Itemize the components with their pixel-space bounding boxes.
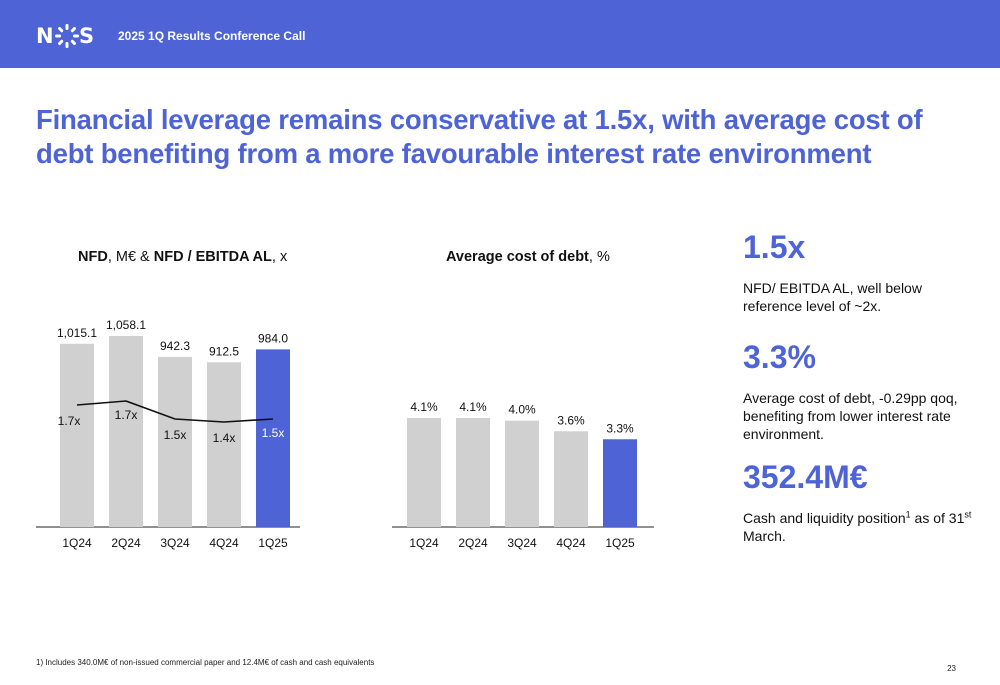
chart1-bar bbox=[60, 343, 94, 527]
page-number: 23 bbox=[947, 664, 956, 673]
kpi-liquidity-desc-end: March. bbox=[743, 528, 786, 544]
chart1-x-tick: 4Q24 bbox=[209, 536, 239, 550]
deck-title: 2025 1Q Results Conference Call bbox=[118, 29, 306, 43]
footnote-ref: 1 bbox=[905, 509, 911, 520]
chart1-bar bbox=[207, 362, 241, 527]
chart1-x-tick: 1Q25 bbox=[258, 536, 288, 550]
chart2-bar-label: 4.1% bbox=[459, 400, 487, 414]
chart2-x-tick: 4Q24 bbox=[556, 536, 586, 550]
kpi-leverage-desc: NFD/ EBITDA AL, well below reference lev… bbox=[743, 280, 922, 314]
chart1-title-nfd: NFD bbox=[78, 249, 108, 265]
ordinal-suffix: st bbox=[964, 509, 972, 520]
kpi-cost-of-debt-value: 3.3% bbox=[743, 339, 816, 375]
chart1-ratio-label: 1.7x bbox=[115, 408, 138, 422]
chart2-x-tick: 2Q24 bbox=[458, 536, 488, 550]
chart1-ratio-line bbox=[76, 400, 274, 423]
chart1-title-unit-1: , M€ & bbox=[107, 249, 154, 265]
chart2-bar bbox=[603, 439, 637, 527]
chart1-x-tick: 1Q24 bbox=[62, 536, 92, 550]
footnote: 1) Includes 340.0M€ of non-issued commer… bbox=[36, 658, 375, 667]
kpi-leverage: 1.5x NFD/ EBITDA AL, well below referenc… bbox=[743, 228, 983, 315]
top-bar: N S 2025 1Q Results Conference Call bbox=[0, 0, 1000, 68]
chart1-bar-label: 942.3 bbox=[160, 339, 190, 353]
logo-letter-n: N bbox=[36, 24, 54, 48]
chart1-ratio-label: 1.4x bbox=[213, 431, 236, 445]
chart1-bar bbox=[158, 356, 192, 527]
chart2-title: Average cost of debt, % bbox=[446, 249, 610, 265]
kpi-cost-of-debt: 3.3% Average cost of debt, -0.29pp qoq, … bbox=[743, 338, 983, 443]
kpi-cost-of-debt-desc: Average cost of debt, -0.29pp qoq, benef… bbox=[743, 390, 958, 442]
chart1-x-tick: 2Q24 bbox=[111, 536, 141, 550]
chart1-title-unit-2: , x bbox=[271, 249, 288, 265]
chart2-title-main: Average cost of debt bbox=[446, 249, 589, 265]
chart2-bar bbox=[456, 418, 490, 527]
chart1-bar bbox=[256, 349, 290, 527]
kpi-leverage-value: 1.5x bbox=[743, 229, 806, 265]
chart2-bar bbox=[554, 431, 588, 527]
chart1-title: NFD, M€ & NFD / EBITDA AL, x bbox=[78, 249, 287, 265]
chart1-bar-label: 1,058.1 bbox=[106, 318, 146, 332]
chart1-ratio-label: 1.5x bbox=[262, 426, 285, 440]
chart1-bar-label: 984.0 bbox=[258, 331, 288, 345]
chart2-title-unit: , % bbox=[588, 249, 610, 265]
nos-logo: N S bbox=[36, 24, 100, 48]
chart2-bar bbox=[407, 418, 441, 527]
chart2-x-tick: 1Q24 bbox=[409, 536, 439, 550]
kpi-liquidity-desc-start: Cash and liquidity position bbox=[743, 510, 906, 526]
chart2-bar-label: 3.3% bbox=[606, 421, 634, 435]
kpi-liquidity-value: 352.4M€ bbox=[743, 459, 868, 495]
chart1-bar-label: 912.5 bbox=[209, 344, 239, 358]
kpi-liquidity-desc-mid: as of 31 bbox=[910, 510, 965, 526]
chart2-bar-label: 4.1% bbox=[410, 400, 438, 414]
chart1-ratio-label: 1.5x bbox=[164, 428, 187, 442]
page-headline: Financial leverage remains conservative … bbox=[36, 104, 923, 169]
logo-o-icon bbox=[55, 24, 79, 48]
chart2-bar-label: 4.0% bbox=[508, 403, 536, 417]
chart2-bar-label: 3.6% bbox=[557, 413, 585, 427]
chart1-x-tick: 3Q24 bbox=[160, 536, 190, 550]
chart2-x-tick: 3Q24 bbox=[507, 536, 537, 550]
kpi-liquidity-desc: Cash and liquidity position1 as of 31st … bbox=[743, 509, 983, 545]
chart1-bar bbox=[109, 336, 143, 527]
logo-letter-s: S bbox=[79, 24, 95, 48]
chart1-bar-label: 1,015.1 bbox=[57, 326, 97, 340]
kpi-liquidity: 352.4M€ Cash and liquidity position1 as … bbox=[743, 458, 983, 545]
chart2-bar bbox=[505, 420, 539, 527]
chart1-title-ratio: NFD / EBITDA AL bbox=[153, 249, 272, 265]
chart1-ratio-label: 1.7x bbox=[58, 414, 81, 428]
chart2-x-tick: 1Q25 bbox=[605, 536, 635, 550]
